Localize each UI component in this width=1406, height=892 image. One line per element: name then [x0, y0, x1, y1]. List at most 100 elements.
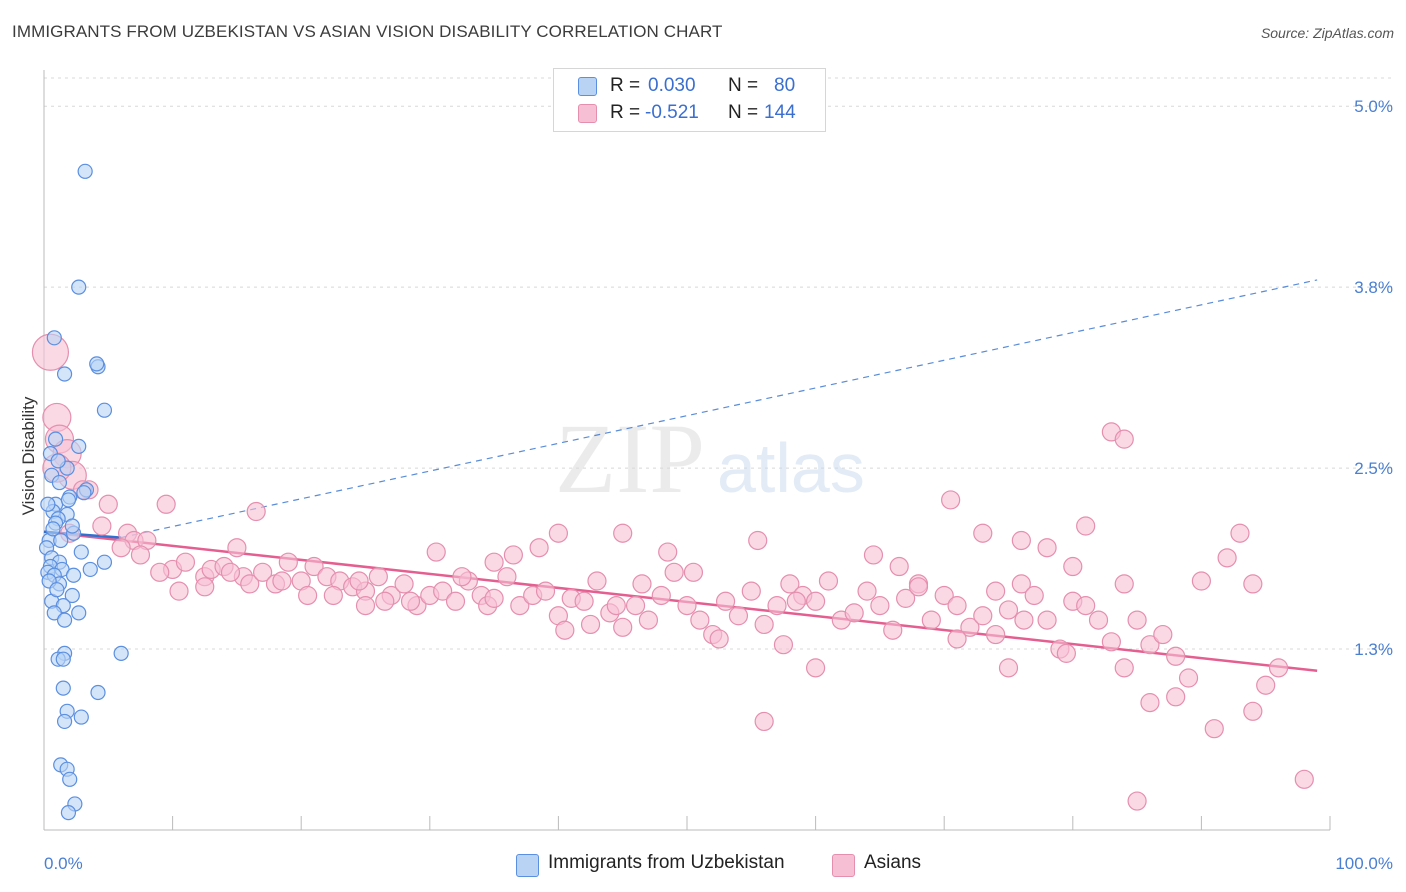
point-asians — [709, 629, 729, 649]
point-asians — [748, 530, 768, 551]
point-uzbekistan — [96, 402, 113, 418]
point-asians — [548, 523, 569, 543]
point-asians — [503, 545, 523, 565]
point-asians — [658, 542, 678, 562]
point-asians — [1153, 624, 1173, 645]
point-asians — [780, 574, 800, 594]
point-asians — [1140, 693, 1160, 713]
point-uzbekistan — [56, 713, 73, 730]
point-asians — [1076, 516, 1096, 536]
point-asians — [960, 617, 980, 637]
point-asians — [664, 562, 684, 582]
point-asians — [606, 596, 626, 616]
point-uzbekistan — [64, 587, 80, 604]
point-asians — [323, 585, 343, 606]
point-asians — [934, 585, 954, 606]
point-asians — [272, 571, 292, 591]
y-tick-label: 5.0% — [1354, 97, 1393, 116]
y-tick-label: 1.3% — [1354, 640, 1393, 659]
point-asians — [1191, 571, 1212, 591]
point-asians — [227, 538, 247, 558]
point-asians — [715, 591, 736, 611]
point-asians — [111, 538, 131, 558]
point-asians — [452, 567, 472, 587]
point-asians — [947, 596, 967, 616]
point-asians — [195, 577, 215, 597]
y-axis-label: Vision Disability — [19, 396, 38, 515]
point-uzbekistan — [96, 554, 113, 570]
point-asians — [1256, 675, 1276, 695]
point-asians — [754, 711, 774, 732]
point-asians — [349, 571, 369, 591]
watermark: ZIP atlas — [555, 403, 865, 514]
point-asians — [1127, 610, 1147, 630]
point-uzbekistan — [56, 366, 73, 382]
point-asians — [941, 490, 961, 510]
point-asians — [484, 552, 504, 572]
data-points — [31, 163, 1314, 821]
point-asians — [690, 610, 710, 630]
point-asians — [98, 494, 118, 514]
point-asians — [1294, 769, 1314, 789]
point-asians — [677, 596, 697, 616]
point-asians — [863, 545, 884, 565]
point-asians — [1243, 701, 1263, 721]
point-asians — [529, 538, 549, 558]
point-asians — [651, 585, 671, 606]
point-asians — [1243, 574, 1263, 594]
point-asians — [632, 574, 652, 594]
legend-swatch-pink — [832, 854, 855, 877]
point-uzbekistan — [55, 651, 71, 667]
point-uzbekistan — [82, 561, 98, 578]
point-uzbekistan — [113, 645, 129, 661]
point-asians — [613, 617, 633, 637]
source-credit: Source: ZipAtlas.com — [1260, 25, 1394, 41]
point-asians — [625, 596, 646, 616]
point-asians — [1101, 632, 1121, 652]
stats-box: R = 0.030 N = 80 R = -0.521 N = 144 — [553, 68, 826, 132]
point-asians — [1127, 791, 1147, 811]
point-asians — [1011, 530, 1031, 551]
stats-n-value: 80 — [774, 75, 796, 96]
point-uzbekistan — [89, 356, 105, 372]
point-asians — [426, 542, 446, 562]
point-asians — [1037, 610, 1057, 630]
stats-swatch-blue — [578, 77, 597, 96]
point-uzbekistan — [77, 163, 93, 179]
point-asians — [298, 585, 318, 606]
point-asians — [818, 571, 839, 591]
tick-labels: 1.3% 2.5% 3.8% 5.0% 0.0% 100.0% — [44, 97, 1393, 873]
point-asians — [1204, 719, 1224, 739]
point-uzbekistan — [90, 684, 106, 701]
point-asians — [773, 635, 794, 655]
point-asians — [1011, 574, 1031, 594]
point-asians — [497, 567, 517, 587]
y-tick-label: 2.5% — [1354, 459, 1393, 478]
point-uzbekistan — [46, 330, 62, 346]
point-asians — [908, 577, 929, 597]
point-asians — [998, 658, 1019, 678]
point-asians — [484, 588, 504, 608]
point-asians — [1166, 687, 1186, 707]
point-asians — [870, 596, 890, 616]
point-asians — [889, 556, 909, 577]
point-uzbekistan — [76, 485, 92, 501]
point-asians — [998, 600, 1019, 620]
point-asians — [1166, 646, 1186, 666]
stats-r-value: 0.030 — [648, 75, 696, 96]
point-asians — [150, 562, 170, 582]
legend-swatch-blue — [516, 854, 539, 877]
point-uzbekistan — [71, 605, 87, 621]
point-asians — [400, 591, 421, 611]
point-asians — [754, 614, 774, 635]
chart-title: IMMIGRANTS FROM UZBEKISTAN VS ASIAN VISI… — [12, 22, 723, 41]
point-asians — [883, 620, 903, 640]
point-asians — [555, 620, 575, 640]
point-uzbekistan — [62, 771, 78, 787]
point-asians — [683, 562, 704, 582]
point-asians — [805, 658, 826, 678]
point-asians — [638, 610, 659, 630]
stats-n-label: N = — [728, 102, 759, 123]
stats-swatch-pink — [578, 104, 597, 123]
point-uzbekistan — [56, 612, 73, 628]
